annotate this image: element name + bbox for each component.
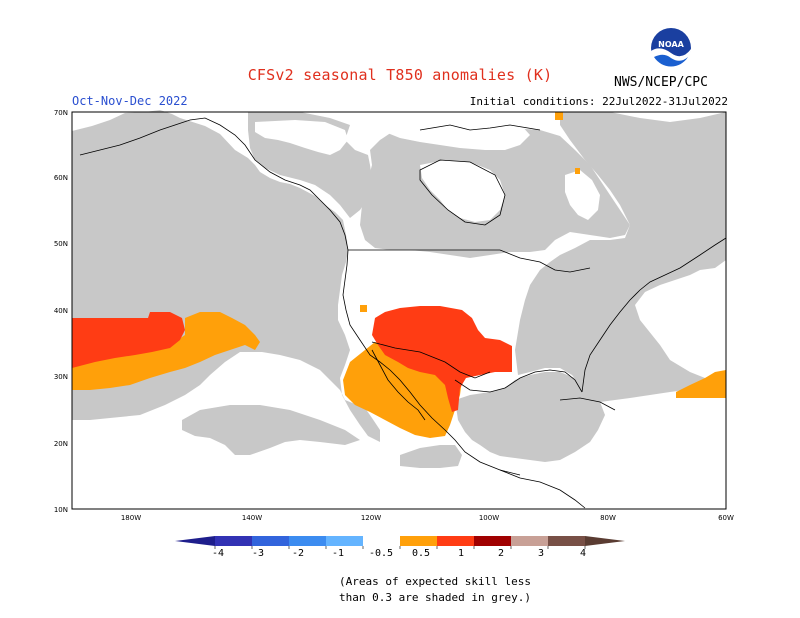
lat-label: 70N [54,109,68,117]
coastline-east-us [581,237,727,393]
colorbar-label: -4 [212,548,224,559]
colorbar-segments [215,536,585,546]
orange-area-quebec-spot [575,168,580,174]
grey-area-greenland-atlantic [515,112,726,402]
orange-area-central-pacific [72,312,260,390]
map-panel [71,110,727,510]
anomaly-1-2-areas [72,306,512,412]
border-us-mexico [371,341,491,379]
map-frame [71,111,727,510]
higher-skill-white-areas [255,112,600,222]
red-area-southwest-us [372,306,512,412]
coastlines-borders [79,117,727,509]
border-us-canada [348,249,591,273]
season-label: Oct-Nov-Dec 2022 [72,94,188,108]
coastline-alaska [79,117,349,251]
grey-area-east-pacific [182,405,360,455]
red-area-north-pacific [72,312,185,368]
footnote-line-2: than 0.3 are shaded in grey.) [338,591,532,604]
colorbar-low-end [175,536,215,546]
lat-label: 10N [54,506,68,514]
lon-label: 100W [479,514,499,522]
white-area-alaska-north [255,120,348,155]
coastline-arctic-islands [419,124,541,131]
colorbar-label: -1 [332,548,344,559]
white-area-arctic [380,112,530,150]
white-area-hudson [420,160,505,222]
initial-conditions-label: Initial conditions: 22Jul2022-31Jul2022 [469,95,728,108]
lat-label: 40N [54,307,68,315]
orange-area-mexico-pacific [343,342,462,438]
colorbar-segment [215,536,252,546]
anomaly-0.5-1-areas [72,112,726,438]
colorbar-segment [252,536,289,546]
colorbar-tick-marks [214,546,586,549]
colorbar-label: -0.5 [369,548,393,559]
lat-label: 50N [54,240,68,248]
lon-label: 120W [361,514,381,522]
colorbar-segment [363,536,400,546]
colorbar-segment [326,536,363,546]
coastline-baja [371,349,426,421]
lat-label: 30N [54,373,68,381]
colorbar-segment [437,536,474,546]
colorbar-segment [548,536,585,546]
lon-label: 80W [600,514,616,522]
logo-text: NOAA [658,40,684,49]
lat-label: 20N [54,440,68,448]
colorbar-label: -2 [292,548,304,559]
colorbar: -4 -3 -2 -1 -0.5 0.5 1 2 3 4 [175,536,625,559]
coastline-central-america [499,469,586,509]
colorbar-label: 1 [458,548,464,559]
grey-area-south-mexico [400,445,462,468]
coastline-west-us [342,249,521,476]
lon-label: 140W [242,514,262,522]
chart-title: CFSv2 seasonal T850 anomalies (K) [247,66,553,84]
colorbar-segment [511,536,548,546]
grey-area-gulf-mexico [455,372,605,462]
colorbar-label: 0.5 [412,548,430,559]
orange-area-alaska-spot [555,112,563,120]
lat-axis: 70N 60N 50N 40N 30N 20N 10N [54,109,68,514]
colorbar-label: 4 [580,548,586,559]
lon-axis: 180W 140W 120W 100W 80W 60W [121,514,734,522]
agency-label: NWS/NCEP/CPC [614,75,708,90]
colorbar-label: 2 [498,548,504,559]
coastline-hudson-bay [419,159,506,226]
colorbar-segment [474,536,511,546]
coastline-cuba [559,397,616,411]
coastline-gulf [454,369,583,393]
colorbar-high-end [585,536,625,546]
colorbar-label: -3 [252,548,264,559]
footnote-line-1: (Areas of expected skill less [338,575,532,588]
orange-area-nevada [360,305,367,312]
noaa-logo: NOAA [651,28,691,69]
colorbar-label: 3 [538,548,544,559]
lon-label: 60W [718,514,734,522]
lat-label: 60N [54,174,68,182]
orange-area-atlantic-east [676,370,726,398]
skill-footnote: (Areas of expected skill less than 0.3 a… [0,574,800,606]
lon-label: 180W [121,514,141,522]
colorbar-segment [400,536,437,546]
colorbar-segment [289,536,326,546]
white-area-labrador [565,170,600,220]
